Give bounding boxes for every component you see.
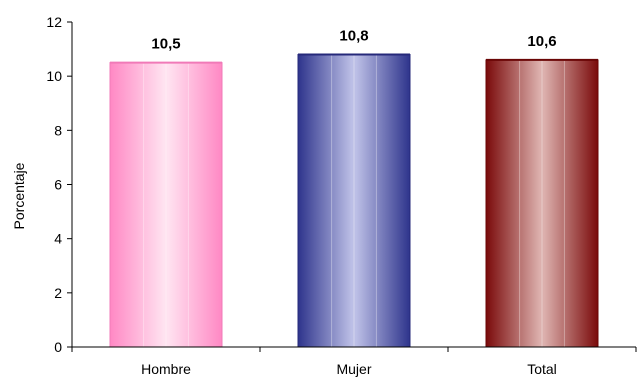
bar-hombre: [109, 62, 223, 348]
y-tick-label: 10: [46, 68, 62, 84]
x-axis: Hombre Mujer Total: [71, 346, 637, 377]
y-tick-label: 12: [46, 14, 62, 30]
x-tick-label: Total: [527, 361, 557, 377]
bar-mujer: [297, 54, 411, 348]
data-label: 10,5: [151, 36, 180, 53]
x-tick-label: Mujer: [336, 361, 371, 377]
y-tick-label: 6: [54, 177, 62, 193]
data-label: 10,8: [339, 28, 368, 45]
x-tick-label: Hombre: [141, 361, 191, 377]
y-axis-title: Porcentaje: [11, 162, 27, 229]
y-tick-label: 0: [54, 339, 62, 355]
y-tick-label: 4: [54, 231, 62, 247]
y-axis: 0 2 4 6 8 10 12: [46, 14, 73, 355]
bar-total: [485, 59, 599, 348]
y-tick-label: 8: [54, 122, 62, 138]
bars: 10,5 10,8 10,6: [109, 28, 599, 348]
data-label: 10,6: [527, 33, 556, 50]
y-tick-label: 2: [54, 285, 62, 301]
